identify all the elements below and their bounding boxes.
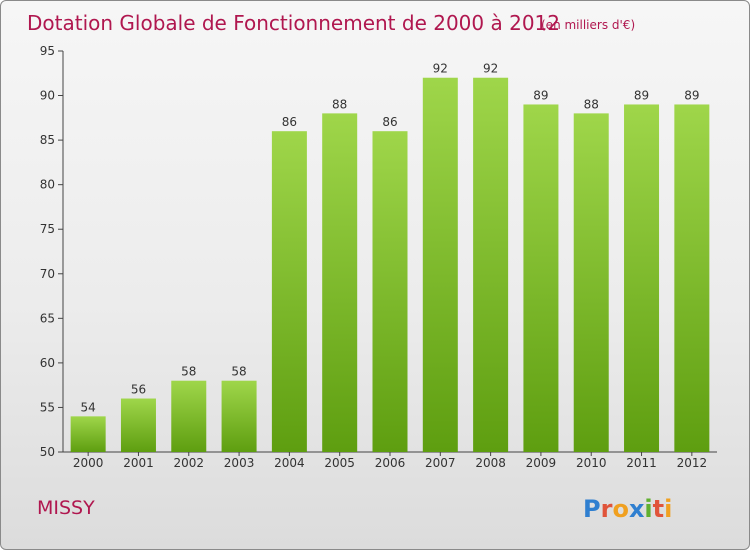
bar-value-label: 56 — [131, 383, 146, 397]
bar — [221, 380, 257, 452]
y-tick-label: 70 — [40, 267, 55, 281]
logo-letter: r — [601, 495, 613, 523]
bar-value-label: 89 — [634, 88, 649, 102]
x-tick-label: 2011 — [626, 456, 657, 470]
bar — [70, 416, 106, 452]
proxiti-logo: Proxiti — [583, 495, 672, 523]
y-tick-label: 95 — [40, 44, 55, 58]
axes: 50 55 60 65 70 75 80 85 90 95 2000 2001 2002 2003 2004… — [40, 44, 717, 470]
x-tick-label: 2005 — [324, 456, 355, 470]
bar-value-label: 58 — [181, 365, 196, 379]
x-tick-label: 2003 — [224, 456, 255, 470]
logo-letter: i — [644, 495, 652, 523]
y-tick-label: 50 — [40, 445, 55, 459]
x-tick-label: 2008 — [475, 456, 506, 470]
y-tick-label: 55 — [40, 400, 55, 414]
x-tick-label: 2000 — [73, 456, 104, 470]
x-tick-label: 2004 — [274, 456, 305, 470]
logo-letter: x — [629, 495, 645, 523]
x-tick-label: 2002 — [173, 456, 204, 470]
bar-value-label: 88 — [584, 97, 599, 111]
chart-title: Dotation Globale de Fonctionnement de 20… — [27, 11, 560, 35]
bar — [674, 104, 710, 452]
bar-value-label: 54 — [81, 400, 96, 414]
y-tick-label: 90 — [40, 89, 55, 103]
x-tick-label: 2001 — [123, 456, 154, 470]
y-tick-label: 85 — [40, 133, 55, 147]
bar-value-label: 92 — [483, 62, 498, 76]
bar-value-label: 89 — [533, 88, 548, 102]
x-tick-label: 2007 — [425, 456, 456, 470]
bars: 54 56 58 58 86 88 86 92 92 89 88 89 89 — [70, 62, 710, 452]
x-tick-label: 2010 — [576, 456, 607, 470]
y-tick-label: 65 — [40, 311, 55, 325]
logo-letter: o — [612, 495, 629, 523]
bar-value-label: 58 — [231, 365, 246, 379]
bar-value-label: 86 — [282, 115, 297, 129]
bar — [624, 104, 660, 452]
bar-value-label: 86 — [382, 115, 397, 129]
chart-subtitle: (en milliers d'€) — [541, 18, 635, 32]
logo-letter: i — [664, 495, 672, 523]
bar-value-label: 88 — [332, 97, 347, 111]
logo-letter: P — [583, 495, 601, 523]
x-tick-label: 2012 — [677, 456, 708, 470]
bar — [422, 77, 458, 452]
commune-name: MISSY — [37, 497, 95, 519]
bar — [171, 380, 207, 452]
y-tick-label: 75 — [40, 222, 55, 236]
bar-value-label: 89 — [684, 88, 699, 102]
logo-letter: t — [653, 495, 664, 523]
bar — [523, 104, 559, 452]
bar — [322, 113, 358, 452]
bar — [473, 77, 509, 452]
bar — [120, 398, 156, 452]
y-tick-label: 80 — [40, 178, 55, 192]
bar — [271, 131, 307, 452]
y-tick-label: 60 — [40, 356, 55, 370]
bar — [573, 113, 609, 452]
bar-value-label: 92 — [433, 62, 448, 76]
x-tick-label: 2009 — [526, 456, 557, 470]
bar — [372, 131, 408, 452]
x-tick-label: 2006 — [375, 456, 406, 470]
